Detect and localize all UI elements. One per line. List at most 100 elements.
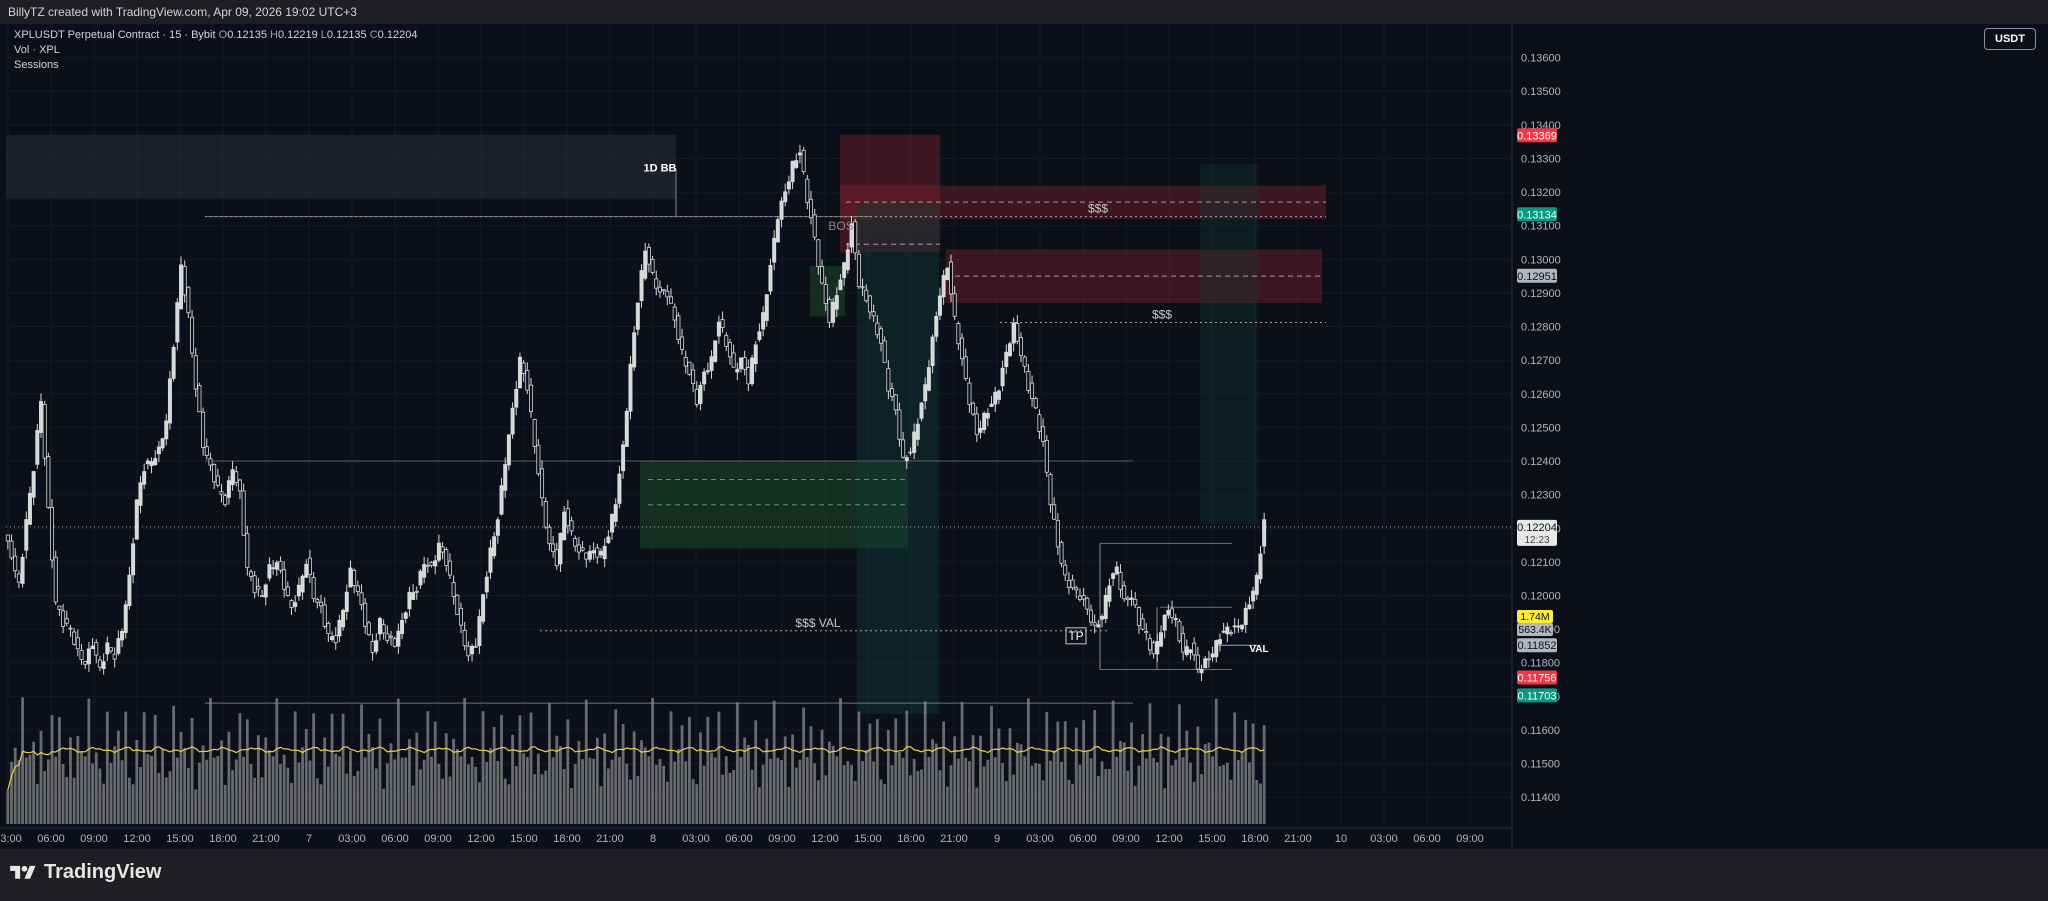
volume-bar bbox=[315, 778, 319, 824]
volume-bar bbox=[382, 788, 386, 824]
volume-bar bbox=[776, 757, 780, 824]
candle bbox=[1251, 590, 1256, 602]
volume-bar bbox=[1078, 764, 1082, 824]
candle bbox=[551, 543, 556, 553]
candle bbox=[702, 371, 707, 385]
volume-bar bbox=[573, 764, 577, 824]
symbol-label[interactable]: XPLUSDT Perpetual Contract · 15 · Bybit bbox=[14, 29, 216, 41]
volume-bar bbox=[1192, 781, 1196, 824]
candle bbox=[1203, 658, 1208, 669]
volume-bar bbox=[102, 783, 106, 824]
candle bbox=[930, 336, 935, 367]
candle bbox=[477, 616, 482, 646]
x-tick-label: 15:00 bbox=[510, 833, 538, 845]
candle bbox=[256, 585, 261, 590]
volume-bar bbox=[135, 739, 139, 824]
candle bbox=[226, 480, 231, 498]
candle bbox=[1096, 624, 1101, 628]
volume-bar bbox=[220, 740, 223, 824]
candle bbox=[794, 160, 799, 168]
ohlc-value-c: 0.12204 bbox=[377, 29, 418, 41]
volume-bar bbox=[290, 782, 293, 824]
volume-bar bbox=[157, 772, 161, 824]
volume-bar bbox=[990, 705, 993, 824]
candle bbox=[705, 370, 710, 373]
volume-bar bbox=[120, 760, 124, 824]
volume-bar bbox=[861, 761, 864, 824]
y-tick-label: 0.13200 bbox=[1521, 187, 1561, 199]
candle bbox=[120, 631, 125, 641]
volume-bar bbox=[1229, 779, 1233, 824]
candle bbox=[1254, 574, 1259, 595]
volume-bar bbox=[551, 757, 555, 824]
chart-area[interactable]: $$$ $$$ $$$ VAL TP BOS VAL 1D BB 0.13600 0.13500… bbox=[0, 24, 2048, 849]
candle bbox=[1066, 580, 1071, 588]
x-tick-label: 21:00 bbox=[940, 833, 968, 845]
volume-bar bbox=[1108, 769, 1111, 824]
candle bbox=[845, 249, 850, 271]
volume-bar bbox=[665, 781, 669, 824]
candle bbox=[153, 458, 158, 466]
volume-bar bbox=[234, 759, 238, 824]
currency-button[interactable]: USDT bbox=[1984, 28, 2036, 50]
volume-bar bbox=[1233, 712, 1237, 824]
candle bbox=[322, 604, 327, 627]
candle bbox=[219, 491, 224, 495]
volume-bar bbox=[1063, 721, 1067, 824]
candle bbox=[293, 602, 298, 607]
session-highlight bbox=[1200, 164, 1258, 524]
volume-bar bbox=[750, 769, 754, 824]
volume-bar bbox=[765, 738, 769, 824]
volume-bar bbox=[489, 748, 492, 824]
candle bbox=[1177, 621, 1182, 642]
volume-bar bbox=[522, 753, 526, 824]
volume-bar bbox=[1137, 765, 1141, 824]
candle bbox=[495, 519, 500, 536]
volume-bar bbox=[349, 751, 352, 824]
candle bbox=[116, 638, 121, 654]
volume-bar bbox=[441, 778, 444, 824]
candle bbox=[1000, 367, 1005, 387]
candle bbox=[967, 382, 972, 405]
volume-bar bbox=[43, 771, 47, 824]
volume-bar bbox=[794, 767, 798, 824]
candle bbox=[901, 439, 906, 458]
candle bbox=[1114, 566, 1119, 575]
volume-bar bbox=[39, 730, 43, 824]
volume-bar bbox=[1071, 783, 1074, 824]
volume-bar bbox=[1174, 759, 1178, 824]
volume-bar bbox=[555, 735, 559, 824]
candle bbox=[827, 299, 832, 323]
candle bbox=[86, 648, 91, 665]
candle bbox=[1015, 323, 1020, 342]
tradingview-logo[interactable]: TradingView bbox=[10, 861, 161, 884]
volume-bar bbox=[721, 774, 724, 824]
volume-bar bbox=[688, 717, 691, 824]
volume-indicator-label[interactable]: Vol · XPL bbox=[14, 44, 60, 56]
volume-bar bbox=[798, 759, 802, 824]
price-axis[interactable] bbox=[1512, 24, 2048, 849]
volume-bar bbox=[982, 766, 986, 824]
volume-bar bbox=[783, 736, 787, 824]
volume-bar bbox=[69, 737, 72, 824]
candle bbox=[223, 495, 228, 506]
volume-bar bbox=[640, 740, 643, 824]
candle bbox=[1033, 398, 1038, 409]
candle bbox=[691, 369, 696, 385]
candle bbox=[871, 311, 876, 317]
candle bbox=[422, 564, 427, 578]
candle bbox=[499, 485, 504, 515]
volume-bar bbox=[559, 745, 562, 824]
price-chart[interactable]: $$$ $$$ $$$ VAL TP BOS VAL 1D BB 0.13600 0.13500… bbox=[0, 24, 2048, 849]
ohlc-value-h: 0.12219 bbox=[277, 29, 318, 41]
candle bbox=[820, 266, 825, 284]
candle bbox=[274, 562, 279, 570]
candle bbox=[1070, 579, 1075, 589]
volume-bar bbox=[710, 752, 713, 824]
x-tick-label: 9 bbox=[994, 833, 1000, 845]
sessions-indicator-label[interactable]: Sessions bbox=[14, 59, 59, 71]
candle bbox=[680, 336, 685, 350]
volume-bar bbox=[1218, 766, 1222, 824]
volume-bar bbox=[960, 701, 964, 824]
price-label-bg bbox=[1517, 207, 1557, 222]
